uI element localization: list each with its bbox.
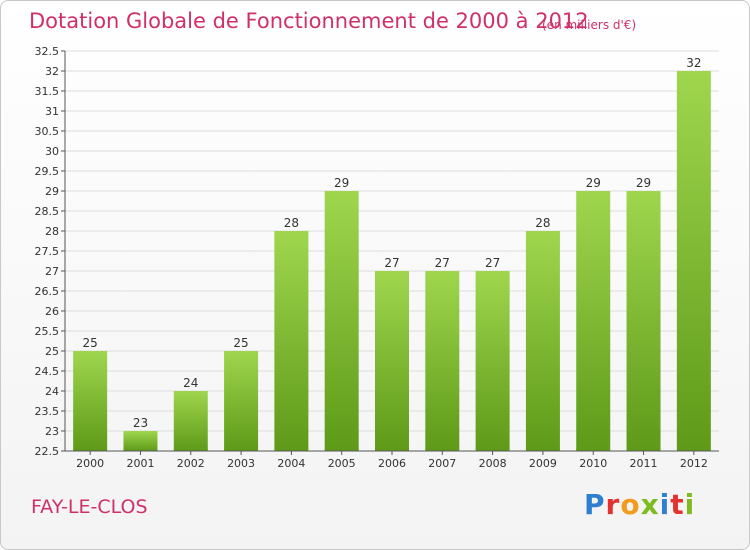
- x-axis-ticks: 2000 2001 2002 2003 2004 2005 2006 2007 2008 2009…: [76, 451, 708, 470]
- data-label: 27: [435, 256, 450, 270]
- bar-chart: 22.5 23 23.5 24 24.5 25 25.5 26 26.5 27 27.5 28 28.5…: [35, 45, 719, 470]
- logo-letter: t: [670, 488, 685, 521]
- y-tick-label: 29.5: [35, 165, 60, 178]
- y-tick-label: 25.5: [35, 325, 60, 338]
- y-tick-label: 28.5: [35, 205, 60, 218]
- x-tick-label: 2008: [479, 457, 507, 470]
- y-tick-label: 30: [45, 145, 59, 158]
- data-label: 25: [233, 336, 248, 350]
- data-label: 27: [485, 256, 500, 270]
- y-tick-label: 29: [45, 185, 59, 198]
- x-tick-label: 2011: [630, 457, 658, 470]
- data-label: 23: [133, 416, 148, 430]
- bar: [626, 191, 661, 451]
- x-tick-label: 2012: [680, 457, 708, 470]
- axes: [64, 51, 719, 452]
- bar: [475, 271, 510, 451]
- bar: [676, 71, 711, 451]
- data-label: 28: [284, 216, 299, 230]
- y-tick-label: 23: [45, 425, 59, 438]
- logo-letter: i: [684, 488, 696, 521]
- y-tick-label: 31: [45, 105, 59, 118]
- bar: [173, 391, 208, 451]
- x-tick-label: 2006: [378, 457, 406, 470]
- data-labels: 25 23 24 25 28 29 27 27 27 28 29 29 32: [83, 56, 702, 430]
- proxiti-logo[interactable]: Proxiti: [584, 488, 695, 521]
- x-tick-label: 2005: [328, 457, 356, 470]
- y-tick-label: 24: [45, 385, 59, 398]
- x-tick-label: 2000: [76, 457, 104, 470]
- chart-title: Dotation Globale de Fonctionnement de 20…: [29, 9, 589, 33]
- y-tick-label: 25: [45, 345, 59, 358]
- x-tick-label: 2010: [579, 457, 607, 470]
- bar: [525, 231, 560, 451]
- data-label: 29: [334, 176, 349, 190]
- bar: [375, 271, 409, 451]
- logo-letter: r: [605, 488, 621, 521]
- x-tick-label: 2001: [126, 457, 154, 470]
- x-tick-label: 2004: [277, 457, 305, 470]
- data-label: 27: [384, 256, 399, 270]
- x-tick-label: 2007: [428, 457, 456, 470]
- y-tick-label: 28: [45, 225, 59, 238]
- x-tick-label: 2003: [227, 457, 255, 470]
- y-tick-label: 30.5: [35, 125, 60, 138]
- y-tick-label: 26: [45, 305, 59, 318]
- data-label: 29: [636, 176, 651, 190]
- data-label: 25: [83, 336, 98, 350]
- bars: [73, 71, 711, 451]
- y-tick-label: 27.5: [35, 245, 60, 258]
- bar: [324, 191, 359, 451]
- y-tick-label: 31.5: [35, 85, 60, 98]
- y-tick-label: 27: [45, 265, 59, 278]
- bar: [73, 351, 108, 451]
- logo-letter: i: [659, 488, 671, 521]
- data-label: 24: [183, 376, 198, 390]
- bar: [425, 271, 460, 451]
- bar: [576, 191, 611, 451]
- y-tick-label: 32.5: [35, 45, 60, 58]
- logo-letter: P: [584, 488, 606, 521]
- y-tick-label: 32: [45, 65, 59, 78]
- y-axis-ticks: 22.5 23 23.5 24 24.5 25 25.5 26 26.5 27 27.5 28 28.5…: [35, 45, 65, 458]
- data-label: 28: [535, 216, 550, 230]
- y-tick-label: 22.5: [35, 445, 60, 458]
- chart-subtitle: (en milliers d'€): [542, 18, 637, 32]
- bar: [274, 231, 309, 451]
- y-tick-label: 23.5: [35, 405, 60, 418]
- x-tick-label: 2002: [177, 457, 205, 470]
- logo-letter: o: [620, 488, 641, 521]
- bar: [224, 351, 259, 451]
- place-name: FAY-LE-CLOS: [31, 496, 148, 518]
- data-label: 32: [686, 56, 701, 70]
- logo-letter: x: [640, 488, 660, 521]
- y-tick-label: 26.5: [35, 285, 60, 298]
- bar: [123, 431, 158, 451]
- x-tick-label: 2009: [529, 457, 557, 470]
- y-tick-label: 24.5: [35, 365, 60, 378]
- data-label: 29: [586, 176, 601, 190]
